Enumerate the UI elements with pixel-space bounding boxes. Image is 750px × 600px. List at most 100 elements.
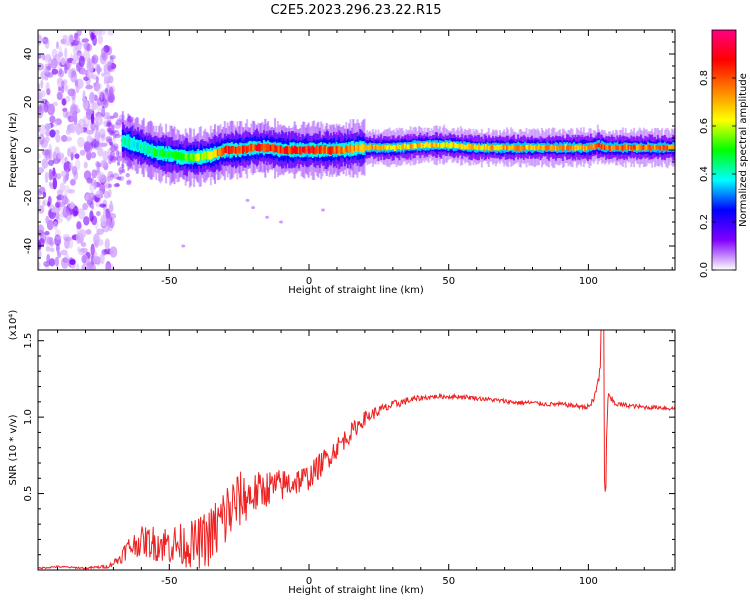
ridge-cell <box>278 145 281 154</box>
ridge-cell <box>317 146 320 154</box>
ridge-cell <box>507 145 510 151</box>
ridge-cell <box>225 145 228 153</box>
noise-speck <box>47 195 52 206</box>
ridge-cell <box>384 144 387 149</box>
ridge-cell <box>274 144 277 153</box>
ridge-cell <box>531 145 534 151</box>
ridge-cell <box>292 147 295 154</box>
ridge-cell <box>554 145 557 151</box>
noise-speck <box>49 237 54 248</box>
ridge-cell <box>437 143 440 148</box>
noise-speck <box>61 153 65 165</box>
ridge-cell <box>440 143 443 149</box>
noise-speck <box>55 235 62 240</box>
noise-speck <box>64 190 68 197</box>
ridge-cell <box>194 154 197 161</box>
ridge-cell <box>207 150 210 159</box>
noise-speck <box>54 118 62 126</box>
noise-speck <box>86 60 90 69</box>
noise-speck <box>125 173 130 178</box>
noise-speck <box>72 53 79 62</box>
ridge-cell <box>159 149 162 157</box>
x-tick-label: -50 <box>161 576 177 587</box>
ridge-cell <box>247 145 250 152</box>
ridge-cell <box>208 151 211 160</box>
ridge-cell <box>648 145 651 151</box>
noise-speck <box>106 175 111 183</box>
spectrogram-speck <box>265 215 270 219</box>
ridge-cell <box>352 145 355 153</box>
noise-speck <box>83 42 91 51</box>
ridge-cell <box>596 142 599 148</box>
ridge-cell <box>304 146 307 154</box>
ridge-cell <box>423 143 426 148</box>
ridge-cell <box>177 151 180 160</box>
x-tick-label: 0 <box>306 276 312 287</box>
ridge-cell <box>240 145 243 154</box>
ridge-cell <box>363 144 366 152</box>
ridge-cell <box>640 145 643 151</box>
noise-speck <box>61 85 65 94</box>
noise-speck <box>76 221 82 230</box>
ridge-cell <box>332 146 335 155</box>
noise-speck <box>62 206 69 218</box>
ridge-cell <box>419 142 422 148</box>
noise-speck <box>55 201 60 208</box>
ridge-cell <box>293 145 296 154</box>
ridge-cell <box>568 146 571 151</box>
noise-speck <box>90 113 95 125</box>
noise-speck <box>54 256 60 267</box>
ridge-cell <box>673 145 675 151</box>
noise-speck <box>42 200 46 207</box>
ridge-cell <box>628 146 631 151</box>
ridge-cell <box>281 147 284 154</box>
ridge-cell <box>314 146 317 155</box>
ridge-cell <box>586 144 589 150</box>
noise-speck <box>51 68 59 75</box>
ridge-cell <box>473 144 476 149</box>
noise-speck <box>85 84 93 90</box>
noise-speck <box>86 129 94 135</box>
ridge-cell <box>370 146 373 150</box>
snr-y-axis-label: SNR (10 * v/v) <box>8 414 19 485</box>
ridge-cell <box>504 145 507 150</box>
noise-speck <box>38 205 45 214</box>
noise-speck <box>64 156 68 163</box>
noise-speck <box>90 254 95 266</box>
ridge-cell <box>638 144 641 150</box>
noise-speck <box>45 123 51 131</box>
ridge-cell <box>585 146 588 151</box>
noise-speck <box>81 38 90 43</box>
ridge-cell <box>364 145 367 150</box>
ridge-cell <box>471 144 474 151</box>
noise-speck <box>44 148 51 161</box>
ridge-cell <box>570 144 573 149</box>
noise-speck <box>121 168 126 174</box>
noise-speck <box>49 241 55 246</box>
noise-speck <box>48 258 56 267</box>
ridge-cell <box>616 145 619 151</box>
noise-speck <box>53 121 58 128</box>
ridge-cell <box>448 143 451 149</box>
ridge-cell <box>356 144 359 152</box>
ridge-cell <box>452 142 455 148</box>
spectrogram-speck <box>251 206 256 210</box>
noise-speck <box>41 53 46 61</box>
ridge-cell <box>141 142 144 152</box>
noise-speck <box>71 165 78 176</box>
y-tick-label: 0.5 <box>23 486 34 502</box>
ridge-cell <box>251 144 254 152</box>
ridge-cell <box>524 144 527 151</box>
ridge-cell <box>593 143 596 149</box>
noise-speck <box>70 152 74 161</box>
ridge-cell <box>663 145 666 151</box>
ridge-cell <box>630 144 633 150</box>
ridge-cell <box>348 145 351 152</box>
noise-speck <box>70 201 74 210</box>
noise-speck <box>45 245 51 252</box>
ridge-cell <box>176 152 179 159</box>
noise-speck <box>65 198 70 205</box>
ridge-cell <box>483 145 486 151</box>
noise-speck <box>96 30 103 35</box>
ridge-cell <box>227 146 230 155</box>
